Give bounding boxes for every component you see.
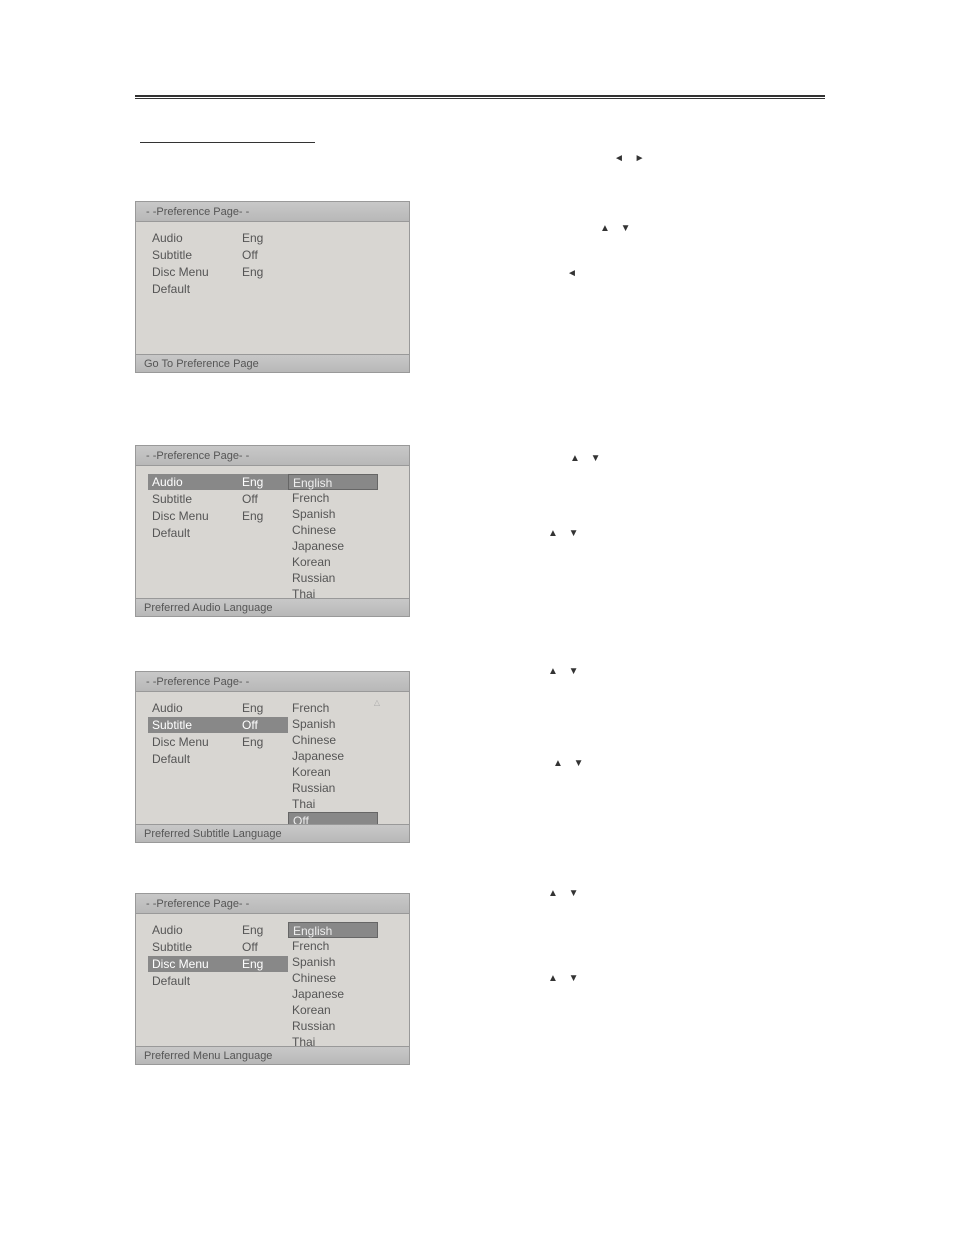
lang-korean[interactable]: Korean: [288, 1002, 378, 1018]
lang-russian[interactable]: Russian: [288, 780, 378, 796]
lang-french[interactable]: French: [288, 938, 378, 954]
menu-item-subtitle[interactable]: Subtitle: [148, 247, 238, 263]
menu-item-subtitle[interactable]: Subtitle: [148, 939, 238, 955]
nav-ud-icon: ▲ ▼: [600, 223, 635, 234]
scroll-up-icon[interactable]: △: [374, 698, 380, 707]
box-title: - -Preference Page- -: [136, 202, 409, 222]
preference-box-discmenu: - -Preference Page- - Audio Subtitle Dis…: [135, 893, 410, 1065]
lang-korean[interactable]: Korean: [288, 554, 378, 570]
menu-item-audio[interactable]: Audio: [148, 474, 238, 490]
preference-box-subtitle: - -Preference Page- - Audio Subtitle Dis…: [135, 671, 410, 843]
nav-ud-icon-2: ▲ ▼: [570, 453, 605, 464]
value-audio: Eng: [238, 922, 288, 938]
preference-box-audio: - -Preference Page- - Audio Subtitle Dis…: [135, 445, 410, 617]
value-audio: Eng: [238, 700, 288, 716]
divider-double: [135, 95, 825, 99]
menu-item-default[interactable]: Default: [148, 973, 238, 989]
value-subtitle: Off: [238, 491, 288, 507]
lang-spanish[interactable]: Spanish: [288, 954, 378, 970]
box-footer: Go To Preference Page: [136, 354, 409, 372]
value-discmenu: Eng: [238, 734, 288, 750]
nav-ud-icon-3: ▲ ▼: [548, 528, 583, 539]
box-footer: Preferred Subtitle Language: [136, 824, 409, 842]
lang-thai[interactable]: Thai: [288, 796, 378, 812]
menu-item-discmenu[interactable]: Disc Menu: [148, 956, 238, 972]
value-subtitle: Off: [238, 717, 288, 733]
menu-item-default[interactable]: Default: [148, 525, 238, 541]
lang-chinese[interactable]: Chinese: [288, 522, 378, 538]
nav-ud-icon-4: ▲ ▼: [548, 666, 583, 677]
lang-english[interactable]: English: [288, 474, 378, 490]
lang-french[interactable]: French: [288, 700, 378, 716]
lang-russian[interactable]: Russian: [288, 570, 378, 586]
lang-chinese[interactable]: Chinese: [288, 970, 378, 986]
lang-french[interactable]: French: [288, 490, 378, 506]
value-discmenu: Eng: [238, 956, 288, 972]
nav-l-icon: ◄: [567, 268, 581, 279]
menu-item-audio[interactable]: Audio: [148, 230, 238, 246]
lang-japanese[interactable]: Japanese: [288, 986, 378, 1002]
box-footer: Preferred Menu Language: [136, 1046, 409, 1064]
lang-chinese[interactable]: Chinese: [288, 732, 378, 748]
value-discmenu: Eng: [238, 264, 288, 280]
nav-lr-icon: ◄ ►: [614, 153, 649, 164]
value-audio: Eng: [238, 230, 288, 246]
value-subtitle: Off: [238, 247, 288, 263]
lang-spanish[interactable]: Spanish: [288, 716, 378, 732]
lang-korean[interactable]: Korean: [288, 764, 378, 780]
lang-spanish[interactable]: Spanish: [288, 506, 378, 522]
box-footer: Preferred Audio Language: [136, 598, 409, 616]
value-subtitle: Off: [238, 939, 288, 955]
nav-ud-icon-5: ▲ ▼: [553, 758, 588, 769]
menu-item-subtitle[interactable]: Subtitle: [148, 491, 238, 507]
box-title: - -Preference Page- -: [136, 894, 409, 914]
lang-japanese[interactable]: Japanese: [288, 748, 378, 764]
menu-item-default[interactable]: Default: [148, 751, 238, 767]
lang-russian[interactable]: Russian: [288, 1018, 378, 1034]
nav-ud-icon-6: ▲ ▼: [548, 888, 583, 899]
menu-item-audio[interactable]: Audio: [148, 922, 238, 938]
box-title: - -Preference Page- -: [136, 672, 409, 692]
menu-item-audio[interactable]: Audio: [148, 700, 238, 716]
menu-item-discmenu[interactable]: Disc Menu: [148, 508, 238, 524]
menu-item-discmenu[interactable]: Disc Menu: [148, 734, 238, 750]
box-title: - -Preference Page- -: [136, 446, 409, 466]
value-discmenu: Eng: [238, 508, 288, 524]
preference-box-main: - -Preference Page- - Audio Subtitle Dis…: [135, 201, 410, 373]
menu-item-discmenu[interactable]: Disc Menu: [148, 264, 238, 280]
divider-underline: [140, 142, 315, 143]
value-audio: Eng: [238, 474, 288, 490]
menu-item-default[interactable]: Default: [148, 281, 238, 297]
menu-item-subtitle[interactable]: Subtitle: [148, 717, 238, 733]
lang-english[interactable]: English: [288, 922, 378, 938]
nav-ud-icon-7: ▲ ▼: [548, 973, 583, 984]
lang-japanese[interactable]: Japanese: [288, 538, 378, 554]
